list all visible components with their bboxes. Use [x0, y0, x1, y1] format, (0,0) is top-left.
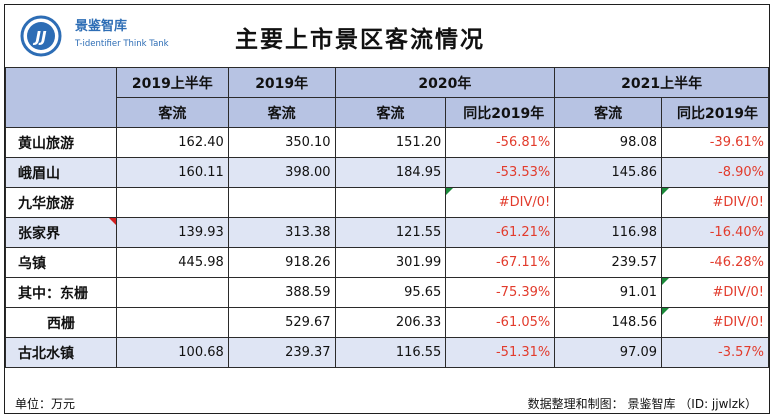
col-group-2019h1: 2019上半年	[115, 67, 229, 98]
col-sub: 客流	[554, 97, 663, 128]
table-row: 峨眉山 160.11 398.00 184.95 -53.53% 145.86 …	[5, 157, 769, 188]
cell-yoy: -61.21%	[445, 217, 556, 248]
cell-yoy: -39.61%	[661, 127, 769, 158]
header-row-sub: 客流 客流 客流 同比2019年 客流 同比2019年	[6, 97, 769, 128]
cell-value	[554, 187, 663, 218]
row-name: 张家界	[5, 217, 117, 248]
cell-value: 148.56	[554, 307, 663, 338]
cell-value	[334, 187, 447, 218]
source-credit: 数据整理和制图： 景鉴智库 （ID: jjwlzk）	[527, 397, 757, 411]
cell-value	[115, 307, 229, 338]
col-sub: 客流	[115, 97, 229, 128]
svg-text:JJ: JJ	[32, 28, 47, 46]
cell-value: 239.37	[227, 337, 336, 368]
brand-english: T-identifier Think Tank	[75, 39, 169, 49]
cell-value: 95.65	[334, 277, 447, 308]
cell-value: 529.67	[227, 307, 336, 338]
cell-yoy: -75.39%	[445, 277, 556, 308]
data-table: 2019上半年 2019年 2020年 2021上半年 客流 客流 客流 同比2…	[5, 67, 769, 368]
cell-yoy: -56.81%	[445, 127, 556, 158]
cell-value: 116.55	[334, 337, 447, 368]
table-row: 其中：东栅 388.59 95.65 -75.39% 91.01 #DIV/0!	[5, 277, 769, 308]
cell-value: 350.10	[227, 127, 336, 158]
unit-note: 单位：万元	[15, 397, 76, 411]
row-name: 九华旅游	[5, 187, 117, 218]
cell-value: 151.20	[334, 127, 447, 158]
table-frame: JJ 景鉴智库 T-identifier Think Tank 主要上市景区客流…	[4, 4, 770, 414]
row-name: 峨眉山	[5, 157, 117, 188]
cell-value	[115, 277, 229, 308]
cell-value: 398.00	[227, 157, 336, 188]
cell-yoy: -8.90%	[661, 157, 769, 188]
cell-value: 121.55	[334, 217, 447, 248]
cell-yoy: -67.11%	[445, 247, 556, 278]
logo-icon: JJ	[20, 15, 62, 57]
row-name: 西栅	[5, 307, 117, 338]
cell-value: 239.57	[554, 247, 663, 278]
col-group-2020: 2020年	[334, 67, 556, 98]
table-row: 黄山旅游 162.40 350.10 151.20 -56.81% 98.08 …	[5, 127, 769, 158]
col-sub: 同比2019年	[445, 97, 556, 128]
cell-yoy: -16.40%	[661, 217, 769, 248]
cell-yoy: -61.05%	[445, 307, 556, 338]
cell-value	[227, 187, 336, 218]
cell-value: 301.99	[334, 247, 447, 278]
cell-value: 145.86	[554, 157, 663, 188]
cell-value: 313.38	[227, 217, 336, 248]
col-sub: 客流	[227, 97, 336, 128]
cell-value: 100.68	[115, 337, 229, 368]
cell-value: 91.01	[554, 277, 663, 308]
cell-yoy: -46.28%	[661, 247, 769, 278]
cell-value: 98.08	[554, 127, 663, 158]
table-row: 张家界 139.93 313.38 121.55 -61.21% 116.98 …	[5, 217, 769, 248]
cell-value: 206.33	[334, 307, 447, 338]
cell-value: 139.93	[115, 217, 229, 248]
row-name: 古北水镇	[5, 337, 117, 368]
header-row-groups: 2019上半年 2019年 2020年 2021上半年	[5, 67, 769, 128]
corner-cell	[5, 67, 117, 128]
page-title: 主要上市景区客流情况	[235, 27, 485, 53]
row-name: 乌镇	[5, 247, 117, 278]
brand-name: 景鉴智库	[75, 19, 128, 34]
cell-yoy: #DIV/0!	[661, 187, 769, 218]
table-row: 西栅 529.67 206.33 -61.05% 148.56 #DIV/0!	[5, 307, 769, 338]
col-group-2019: 2019年	[227, 67, 336, 98]
cell-value: 160.11	[115, 157, 229, 188]
cell-yoy: #DIV/0!	[445, 187, 556, 218]
table-row: 古北水镇 100.68 239.37 116.55 -51.31% 97.09 …	[5, 337, 769, 368]
cell-value	[115, 187, 229, 218]
table-row: 乌镇 445.98 918.26 301.99 -67.11% 239.57 -…	[5, 247, 769, 278]
cell-value: 184.95	[334, 157, 447, 188]
cell-value: 445.98	[115, 247, 229, 278]
cell-yoy: #DIV/0!	[661, 307, 769, 338]
col-sub: 同比2019年	[661, 97, 769, 128]
row-name: 其中：东栅	[5, 277, 117, 308]
col-sub: 客流	[334, 97, 447, 128]
cell-yoy: -53.53%	[445, 157, 556, 188]
footer: 单位：万元 数据整理和制图： 景鉴智库 （ID: jjwlzk）	[5, 391, 769, 413]
cell-value: 97.09	[554, 337, 663, 368]
cell-value: 116.98	[554, 217, 663, 248]
cell-value: 918.26	[227, 247, 336, 278]
cell-value: 162.40	[115, 127, 229, 158]
col-group-2021h1: 2021上半年	[554, 67, 769, 98]
header: JJ 景鉴智库 T-identifier Think Tank 主要上市景区客流…	[5, 5, 769, 68]
cell-yoy: #DIV/0!	[661, 277, 769, 308]
table-row: 九华旅游 #DIV/0! #DIV/0!	[5, 187, 769, 218]
row-name: 黄山旅游	[5, 127, 117, 158]
cell-value: 388.59	[227, 277, 336, 308]
cell-yoy: -3.57%	[661, 337, 769, 368]
cell-yoy: -51.31%	[445, 337, 556, 368]
